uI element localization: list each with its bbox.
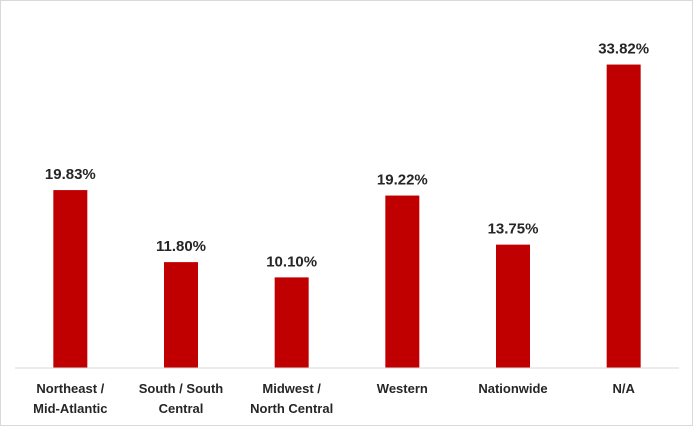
tick-label-line: South / South — [139, 381, 224, 396]
data-label-0: 19.83% — [45, 166, 96, 183]
tick-label-1: South / South Central — [139, 381, 224, 416]
tick-label-line: Northeast / — [36, 381, 104, 396]
tick-label-0: Northeast / Mid-Atlantic — [33, 381, 107, 416]
tick-label-line: Nationwide — [478, 381, 547, 396]
data-label-4: 13.75% — [488, 221, 539, 238]
bar-2 — [274, 277, 309, 368]
tick-label-2: Midwest / North Central — [250, 381, 333, 416]
tick-label-4: Nationwide — [478, 381, 547, 396]
tick-label-line: North Central — [250, 401, 333, 416]
bar-1 — [164, 262, 198, 368]
tick-label-line: Western — [377, 381, 428, 396]
bar-4 — [496, 244, 530, 368]
tick-label-line: Midwest / — [262, 381, 321, 396]
bar-3 — [385, 195, 420, 368]
bar-0 — [53, 190, 88, 368]
bar-5 — [606, 64, 641, 368]
tick-label-5: N/A — [612, 381, 635, 396]
value-labels-group: 19.83% 11.80% 10.10% 19.22% 13.75% 33.82% — [45, 41, 649, 271]
tick-label-line: Central — [159, 401, 204, 416]
data-label-1: 11.80% — [156, 238, 206, 255]
tick-label-line: Mid-Atlantic — [33, 401, 107, 416]
tick-label-line: N/A — [612, 381, 635, 396]
data-label-2: 10.10% — [266, 253, 317, 270]
data-label-3: 19.22% — [377, 172, 428, 189]
data-label-5: 33.82% — [598, 41, 649, 58]
tick-label-3: Western — [377, 381, 428, 396]
bars-group — [53, 64, 641, 368]
tick-labels-group: Northeast / Mid-Atlantic South / South Cent… — [33, 381, 635, 416]
